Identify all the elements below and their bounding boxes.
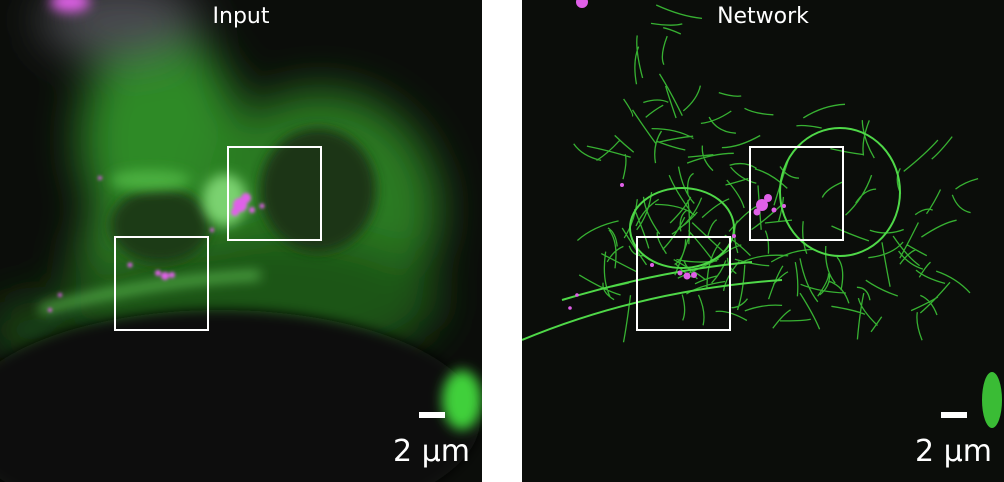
scale-bar <box>941 412 967 418</box>
input-micrograph <box>0 0 482 482</box>
scale-bar <box>419 412 445 418</box>
roi-box <box>636 236 731 331</box>
input-panel: Input 2 μm <box>0 0 482 482</box>
network-micrograph <box>522 0 1002 428</box>
roi-box <box>114 236 209 331</box>
scale-label: 2 μm <box>915 434 992 469</box>
scale-label: 2 μm <box>393 434 470 469</box>
roi-box <box>749 146 844 241</box>
network-panel: Network 2 μm <box>522 0 1004 482</box>
panel-title: Network <box>717 4 809 29</box>
roi-box <box>227 146 322 241</box>
panel-title: Input <box>212 4 270 29</box>
